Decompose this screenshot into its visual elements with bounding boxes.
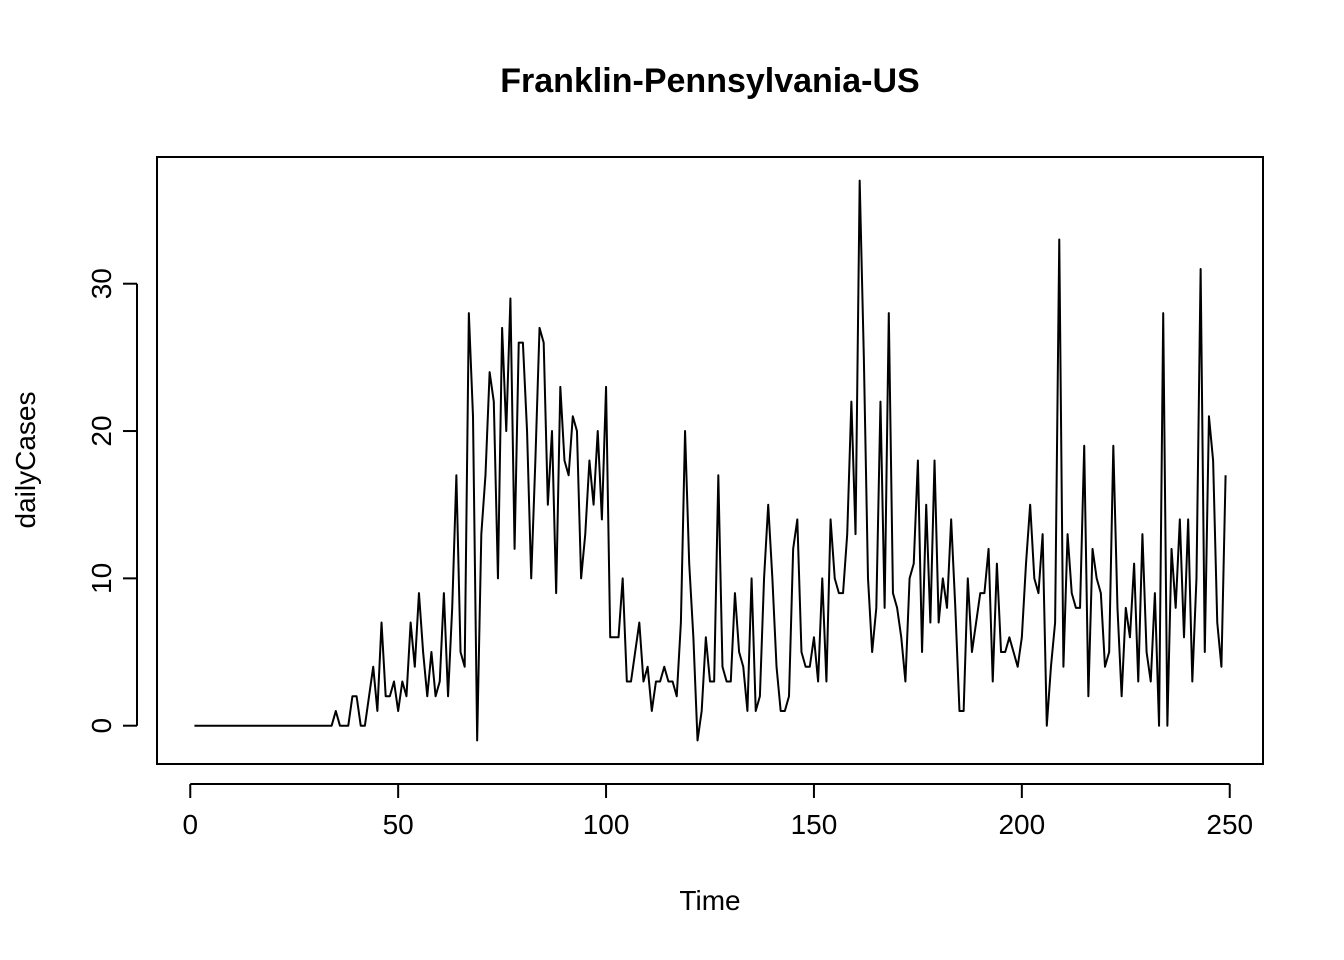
daily-cases-line [194,179,1227,742]
x-tick-label: 100 [583,809,630,840]
y-tick-label: 10 [86,563,117,594]
x-axis: 0 50 100 150 200 250 [182,783,1253,840]
x-tick-label: 50 [383,809,414,840]
y-axis-label: dailyCases [10,392,41,529]
plot-frame [156,156,1264,765]
y-tick-label: 30 [86,268,117,299]
x-tick-label: 250 [1206,809,1253,840]
y-tick-label: 20 [86,415,117,446]
y-tick-label: 0 [86,718,117,734]
x-tick-label: 200 [998,809,1045,840]
x-tick-label: 150 [791,809,838,840]
chart-title: Franklin-Pennsylvania-US [500,62,919,100]
x-tick-label: 0 [182,809,198,840]
x-axis-label: Time [679,885,740,916]
y-axis: 0 10 20 30 [86,268,138,734]
